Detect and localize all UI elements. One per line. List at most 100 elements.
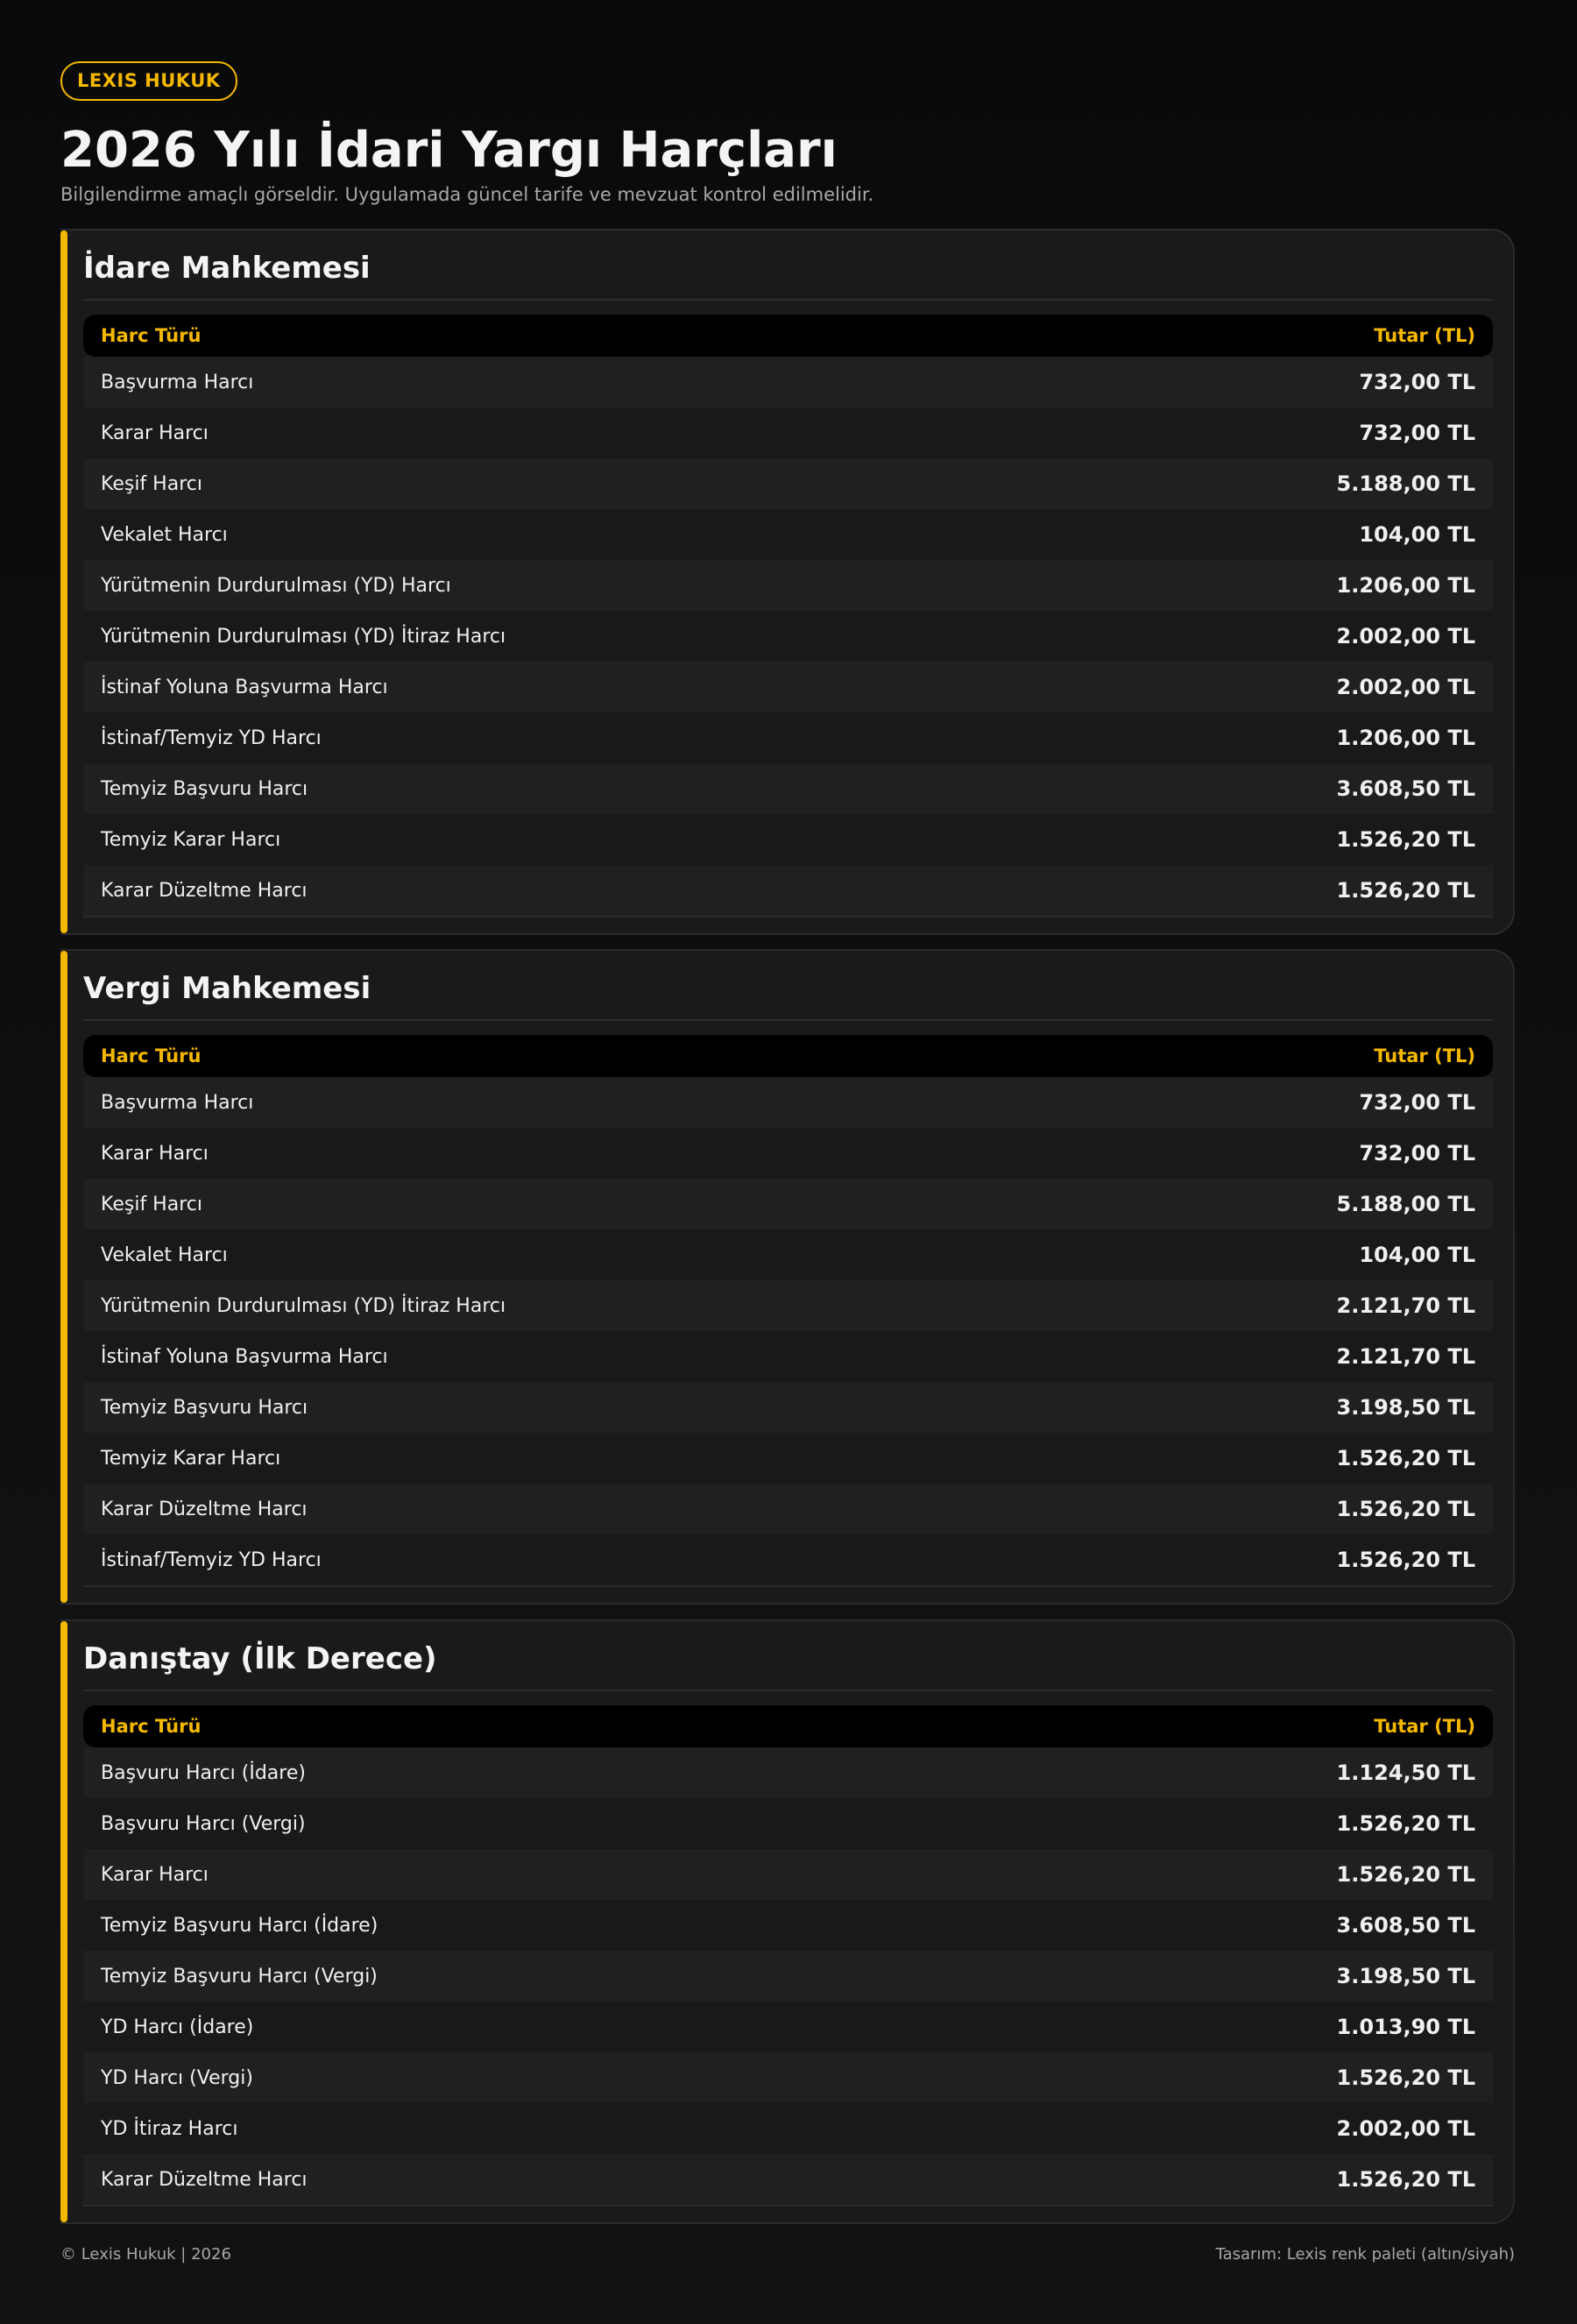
section-card-vergi-mahkemesi: Vergi Mahkemesi Harc Türü Tutar (TL) Baş… — [60, 949, 1515, 1605]
table-row: Başvuru Harcı (İdare) 1.124,50 TL — [83, 1747, 1493, 1798]
fee-type: YD Harcı (İdare) — [83, 2002, 989, 2052]
fee-type: YD İtiraz Harcı — [83, 2103, 989, 2154]
fee-amount: 1.526,20 TL — [1093, 1484, 1493, 1534]
table-header: Harc Türü Tutar (TL) — [83, 315, 1493, 357]
column-header-amount: Tutar (TL) — [988, 1705, 1493, 1747]
fee-type: Temyiz Karar Harcı — [83, 1433, 1094, 1484]
fee-table: Harc Türü Tutar (TL) Başvuru Harcı (İdar… — [83, 1705, 1493, 2207]
fee-amount: 2.121,70 TL — [1093, 1331, 1493, 1382]
fee-amount: 1.526,20 TL — [1093, 1534, 1493, 1587]
fee-type: Başvurma Harcı — [83, 357, 1094, 407]
fee-type: Keşif Harcı — [83, 1179, 1094, 1229]
table-row: Temyiz Başvuru Harcı (İdare) 3.608,50 TL — [83, 1900, 1493, 1951]
fee-type: YD Harcı (Vergi) — [83, 2052, 989, 2103]
column-header-amount: Tutar (TL) — [1093, 1035, 1493, 1077]
table-row: İstinaf/Temyiz YD Harcı 1.206,00 TL — [83, 712, 1493, 763]
table-row: Yürütmenin Durdurulması (YD) Harcı 1.206… — [83, 560, 1493, 611]
table-header: Harc Türü Tutar (TL) — [83, 1035, 1493, 1077]
table-row: Yürütmenin Durdurulması (YD) İtiraz Harc… — [83, 611, 1493, 662]
fee-amount: 1.526,20 TL — [1093, 814, 1493, 865]
fee-amount: 2.121,70 TL — [1093, 1280, 1493, 1331]
column-header-amount: Tutar (TL) — [1093, 315, 1493, 357]
fee-amount: 2.002,00 TL — [1093, 662, 1493, 712]
table-row: Temyiz Başvuru Harcı 3.198,50 TL — [83, 1382, 1493, 1433]
section-title: Danıştay (İlk Derece) — [83, 1637, 1493, 1691]
fee-amount: 732,00 TL — [1093, 357, 1493, 407]
table-row: Karar Düzeltme Harcı 1.526,20 TL — [83, 2154, 1493, 2207]
table-row: İstinaf Yoluna Başvurma Harcı 2.121,70 T… — [83, 1331, 1493, 1382]
section-title: İdare Mahkemesi — [83, 246, 1493, 301]
page-title: 2026 Yılı İdari Yargı Harçları — [60, 122, 838, 179]
column-header-fee-type: Harc Türü — [83, 1035, 1094, 1077]
table-row: Temyiz Başvuru Harcı (Vergi) 3.198,50 TL — [83, 1951, 1493, 2002]
table-row: Karar Düzeltme Harcı 1.526,20 TL — [83, 865, 1493, 918]
fee-type: Keşif Harcı — [83, 458, 1094, 509]
fee-amount: 732,00 TL — [1093, 1128, 1493, 1179]
table-row: Vekalet Harcı 104,00 TL — [83, 509, 1493, 560]
table-row: İstinaf Yoluna Başvurma Harcı 2.002,00 T… — [83, 662, 1493, 712]
fee-type: Başvuru Harcı (Vergi) — [83, 1798, 989, 1849]
fee-type: Temyiz Karar Harcı — [83, 814, 1094, 865]
table-row: Temyiz Karar Harcı 1.526,20 TL — [83, 1433, 1493, 1484]
section-title: Vergi Mahkemesi — [83, 967, 1493, 1021]
footer-design-note: Tasarım: Lexis renk paleti (altın/siyah) — [1215, 2245, 1515, 2264]
fee-table: Harc Türü Tutar (TL) Başvurma Harcı 732,… — [83, 1035, 1493, 1587]
table-row: Başvurma Harcı 732,00 TL — [83, 1077, 1493, 1128]
fee-amount: 732,00 TL — [1093, 407, 1493, 458]
fee-amount: 1.206,00 TL — [1093, 560, 1493, 611]
fee-type: Karar Harcı — [83, 407, 1094, 458]
fee-amount: 2.002,00 TL — [988, 2103, 1493, 2154]
table-row: Temyiz Karar Harcı 1.526,20 TL — [83, 814, 1493, 865]
fee-type: Temyiz Başvuru Harcı — [83, 763, 1094, 814]
fee-type: Karar Düzeltme Harcı — [83, 1484, 1094, 1534]
table-row: Başvurma Harcı 732,00 TL — [83, 357, 1493, 407]
fee-type: Temyiz Başvuru Harcı — [83, 1382, 1094, 1433]
table-row: Başvuru Harcı (Vergi) 1.526,20 TL — [83, 1798, 1493, 1849]
brand-badge: LEXIS HUKUK — [60, 61, 237, 101]
fee-type: İstinaf/Temyiz YD Harcı — [83, 1534, 1094, 1587]
fee-type: İstinaf Yoluna Başvurma Harcı — [83, 1331, 1094, 1382]
fee-type: Karar Harcı — [83, 1849, 989, 1900]
fee-amount: 1.124,50 TL — [988, 1747, 1493, 1798]
table-row: Keşif Harcı 5.188,00 TL — [83, 458, 1493, 509]
fee-amount: 104,00 TL — [1093, 1229, 1493, 1280]
fee-type: İstinaf/Temyiz YD Harcı — [83, 712, 1094, 763]
fee-type: Vekalet Harcı — [83, 1229, 1094, 1280]
fee-amount: 1.013,90 TL — [988, 2002, 1493, 2052]
fee-type: Vekalet Harcı — [83, 509, 1094, 560]
table-row: YD İtiraz Harcı 2.002,00 TL — [83, 2103, 1493, 2154]
footer: © Lexis Hukuk | 2026 Tasarım: Lexis renk… — [60, 2245, 1515, 2264]
page-subtitle: Bilgilendirme amaçlı görseldir. Uygulama… — [60, 184, 874, 205]
fee-type: Karar Harcı — [83, 1128, 1094, 1179]
table-row: Keşif Harcı 5.188,00 TL — [83, 1179, 1493, 1229]
table-row: Karar Harcı 732,00 TL — [83, 1128, 1493, 1179]
fee-amount: 3.608,50 TL — [988, 1900, 1493, 1951]
fee-amount: 732,00 TL — [1093, 1077, 1493, 1128]
fee-type: Yürütmenin Durdurulması (YD) İtiraz Harc… — [83, 1280, 1094, 1331]
table-row: Yürütmenin Durdurulması (YD) İtiraz Harc… — [83, 1280, 1493, 1331]
table-header: Harc Türü Tutar (TL) — [83, 1705, 1493, 1747]
fee-amount: 3.198,50 TL — [988, 1951, 1493, 2002]
table-row: Temyiz Başvuru Harcı 3.608,50 TL — [83, 763, 1493, 814]
fee-type: İstinaf Yoluna Başvurma Harcı — [83, 662, 1094, 712]
fee-amount: 1.526,20 TL — [988, 1798, 1493, 1849]
fee-amount: 104,00 TL — [1093, 509, 1493, 560]
fee-amount: 1.526,20 TL — [988, 2052, 1493, 2103]
fee-type: Temyiz Başvuru Harcı (İdare) — [83, 1900, 989, 1951]
fee-type: Karar Düzeltme Harcı — [83, 2154, 989, 2207]
fee-amount: 1.526,20 TL — [1093, 1433, 1493, 1484]
section-card-idare-mahkemesi: İdare Mahkemesi Harc Türü Tutar (TL) Baş… — [60, 229, 1515, 935]
fee-type: Yürütmenin Durdurulması (YD) İtiraz Harc… — [83, 611, 1094, 662]
fee-amount: 5.188,00 TL — [1093, 458, 1493, 509]
table-row: Karar Harcı 1.526,20 TL — [83, 1849, 1493, 1900]
fee-amount: 3.198,50 TL — [1093, 1382, 1493, 1433]
column-header-fee-type: Harc Türü — [83, 1705, 989, 1747]
fee-amount: 1.526,20 TL — [988, 2154, 1493, 2207]
table-row: YD Harcı (Vergi) 1.526,20 TL — [83, 2052, 1493, 2103]
fee-amount: 1.206,00 TL — [1093, 712, 1493, 763]
column-header-fee-type: Harc Türü — [83, 315, 1094, 357]
fee-type: Başvuru Harcı (İdare) — [83, 1747, 989, 1798]
fee-table: Harc Türü Tutar (TL) Başvurma Harcı 732,… — [83, 315, 1493, 918]
table-row: Karar Düzeltme Harcı 1.526,20 TL — [83, 1484, 1493, 1534]
fee-amount: 3.608,50 TL — [1093, 763, 1493, 814]
